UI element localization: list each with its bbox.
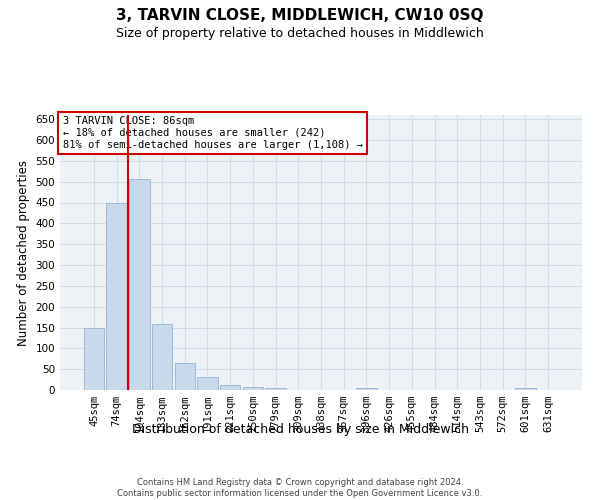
Bar [265, 388, 286, 390]
Text: Distribution of detached houses by size in Middlewich: Distribution of detached houses by size … [131, 422, 469, 436]
Bar [356, 388, 377, 390]
Text: Contains HM Land Registry data © Crown copyright and database right 2024.
Contai: Contains HM Land Registry data © Crown c… [118, 478, 482, 498]
Bar [129, 179, 149, 390]
Bar [152, 324, 172, 390]
Y-axis label: Number of detached properties: Number of detached properties [17, 160, 30, 346]
Text: 3 TARVIN CLOSE: 86sqm
← 18% of detached houses are smaller (242)
81% of semi-det: 3 TARVIN CLOSE: 86sqm ← 18% of detached … [62, 116, 362, 150]
Text: Size of property relative to detached houses in Middlewich: Size of property relative to detached ho… [116, 28, 484, 40]
Bar [220, 384, 241, 390]
Bar [175, 363, 195, 390]
Text: 3, TARVIN CLOSE, MIDDLEWICH, CW10 0SQ: 3, TARVIN CLOSE, MIDDLEWICH, CW10 0SQ [116, 8, 484, 22]
Bar [84, 328, 104, 390]
Bar [197, 376, 218, 390]
Bar [515, 388, 536, 390]
Bar [106, 202, 127, 390]
Bar [242, 386, 263, 390]
